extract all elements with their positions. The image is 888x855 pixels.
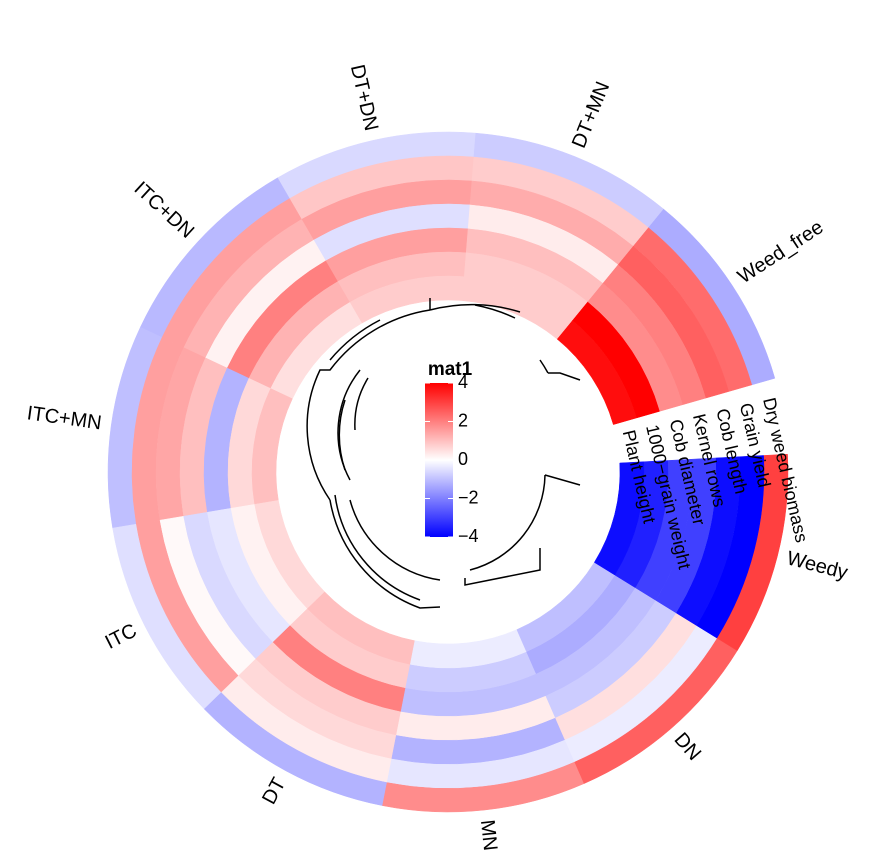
sector-label: DT+DN (346, 62, 382, 132)
sector-label: MN (476, 819, 501, 852)
sector-label: DT (258, 774, 290, 808)
dendrogram (306, 298, 581, 609)
sector-label: ITC (102, 620, 141, 654)
heatmap-cell (593, 461, 645, 576)
legend-tick-label: 4 (458, 372, 468, 392)
sector-label: Weedy (785, 547, 850, 584)
legend-tick-label: 2 (458, 410, 468, 430)
sector-label: Weed_free (734, 216, 828, 288)
legend-tick-label: 0 (458, 449, 468, 469)
legend-tick-label: −2 (458, 487, 479, 507)
legend: mat1 4 2 0 −2 −4 (425, 359, 479, 546)
legend-title: mat1 (428, 359, 473, 380)
sector-label: DT+MN (568, 79, 614, 152)
sector-label: ITC+MN (26, 402, 103, 434)
sector-label: DN (670, 729, 706, 765)
legend-tick-label: −4 (458, 526, 479, 546)
heatmap-rings (107, 131, 789, 813)
sector-label: ITC+DN (130, 177, 199, 242)
